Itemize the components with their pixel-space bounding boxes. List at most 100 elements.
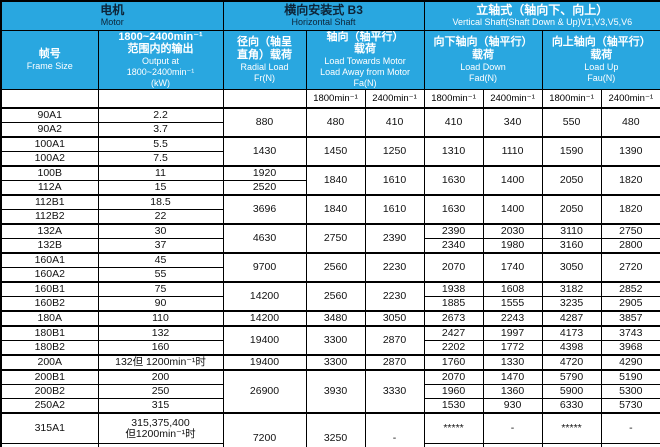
frame-size-cell: 200B1 <box>0 369 99 386</box>
fad-2400-cell: 1330 <box>482 354 543 371</box>
output-kw-cell: 75 <box>97 281 224 298</box>
spec-table-body: 90A1 2.2 880 480 410 410 340 550 480 90A2 3.7 100A1… <box>0 107 660 447</box>
fad-2400-cell: 2243 <box>482 310 543 327</box>
fad-1800-cell: 410 <box>423 107 484 138</box>
fau-2400-cell: - <box>600 442 660 447</box>
fad-1800-cell: 2390 <box>423 223 484 240</box>
header-radial-load-zh: 径向（轴呈 直角）载荷 <box>237 35 293 61</box>
frame-size-cell: 90A2 <box>0 122 99 138</box>
output-kw-cell: 15 <box>97 180 224 196</box>
radial-load-cell: 4630 <box>222 223 307 254</box>
fa-2400-cell: 2870 <box>364 354 425 371</box>
fau-2400-cell: 2750 <box>600 223 660 240</box>
fa-2400-cell: 3050 <box>364 310 425 327</box>
fau-1800-cell: 2050 <box>541 165 602 196</box>
header-axial-load-fa-zh: 轴向（轴平行） 载荷 <box>326 30 404 56</box>
fau-1800-cell: 4287 <box>541 310 602 327</box>
fau-2400-cell: 3968 <box>600 340 660 356</box>
output-kw-cell: 132 <box>97 325 224 342</box>
frame-size-cell: 315A <box>0 442 99 447</box>
fau-1800-cell: ***** <box>541 412 602 444</box>
output-kw-cell: 132但 1200min⁻¹时 <box>97 354 224 371</box>
header-output-en: Output at 1800~2400min⁻¹ (kW) <box>126 56 195 89</box>
fa-1800-cell: 3930 <box>305 369 366 414</box>
fad-1800-cell: 1960 <box>423 384 484 400</box>
fa-2400-cell: 2870 <box>364 325 425 356</box>
radial-load-cell: 2520 <box>222 180 307 196</box>
fad-2400-cell: 1555 <box>482 296 543 312</box>
fau-2400-cell: 5300 <box>600 384 660 400</box>
fau-1800-cell: 3235 <box>541 296 602 312</box>
header-output-zh: 1800~2400min⁻¹ 范围内的输出 <box>118 30 203 56</box>
fad-1800-cell: 2070 <box>423 369 484 386</box>
fad-2400-cell: 1400 <box>482 194 543 225</box>
fau-1800-cell: 3050 <box>541 252 602 283</box>
fau-2400-cell: 1820 <box>600 194 660 225</box>
output-kw-cell: 22 <box>97 209 224 225</box>
fau-1800-cell: 4398 <box>541 340 602 356</box>
fad-2400-cell: 930 <box>482 398 543 414</box>
fad-1800-cell: 1885 <box>423 296 484 312</box>
fau-2400-cell: 2852 <box>600 281 660 298</box>
fa-1800-cell: 1840 <box>305 194 366 225</box>
frame-size-cell: 100B <box>0 165 99 182</box>
header-motor-en: Motor <box>100 17 124 28</box>
fau-1800-cell: 2050 <box>541 194 602 225</box>
fad-1800-cell: 1530 <box>423 398 484 414</box>
output-kw-cell: 110 <box>97 310 224 327</box>
output-kw-cell: 200 <box>97 369 224 386</box>
fad-1800-cell: 2427 <box>423 325 484 342</box>
frame-size-cell: 100A1 <box>0 136 99 153</box>
frame-size-cell: 112B1 <box>0 194 99 211</box>
header-vertical-shaft: 立轴式（轴向下、向上） Vertical Shaft(Shaft Down & … <box>423 0 660 31</box>
frame-size-cell: 100A2 <box>0 151 99 167</box>
frame-size-cell: 112B2 <box>0 209 99 225</box>
fa-1800-cell: 3300 <box>305 354 366 371</box>
fad-2400-cell: 2030 <box>482 223 543 240</box>
radial-load-cell: 14200 <box>222 281 307 312</box>
header-load-up-fau-en: Load Up Fau(N) <box>584 61 619 83</box>
output-kw-cell: 315,375,400 但1200min⁻¹时 <box>97 412 224 444</box>
frame-size-cell: 180B1 <box>0 325 99 342</box>
fau-2400-cell: 1820 <box>600 165 660 196</box>
fad-2400-cell: 1980 <box>482 238 543 254</box>
fau-2400-cell: 2800 <box>600 238 660 254</box>
radial-load-cell: 7200 <box>222 412 307 447</box>
header-frame-size: 帧号 Frame Size <box>0 29 99 90</box>
header-radial-load-en: Radial Load Fr(N) <box>240 61 289 83</box>
output-kw-cell: 11 <box>97 165 224 182</box>
speed-header-fau-2400: 2400min⁻¹ <box>600 88 660 109</box>
frame-size-cell: 315A1 <box>0 412 99 444</box>
radial-load-cell: 26900 <box>222 369 307 414</box>
frame-size-cell: 160A1 <box>0 252 99 269</box>
table-header: 电机 Motor 横向安装式 B3 Horizontal Shaft 立轴式（轴… <box>0 0 660 109</box>
fa-1800-cell: 3480 <box>305 310 366 327</box>
fad-2400-cell: 1470 <box>482 369 543 386</box>
fau-1800-cell: ***** <box>541 442 602 447</box>
frame-size-cell: 180B2 <box>0 340 99 356</box>
fad-2400-cell: 1608 <box>482 281 543 298</box>
header-vertical-shaft-en: Vertical Shaft(Shaft Down & Up)V1,V3,V5,… <box>452 17 633 28</box>
fad-1800-cell: 1630 <box>423 194 484 225</box>
frame-size-cell: 160B2 <box>0 296 99 312</box>
output-kw-cell: 2.2 <box>97 107 224 124</box>
header-load-down-fad: 向下轴向（轴平行） 载荷 Load Down Fad(N) <box>423 29 543 90</box>
header-horizontal-shaft-zh: 横向安装式 B3 <box>284 3 363 18</box>
header-load-down-fad-zh: 向下轴向（轴平行） 载荷 <box>433 35 533 61</box>
fa-2400-cell: 2390 <box>364 223 425 254</box>
output-kw-cell: 160 <box>97 340 224 356</box>
speed-header-fa-2400: 2400min⁻¹ <box>364 88 425 109</box>
fa-1800-cell: 2560 <box>305 281 366 312</box>
fau-1800-cell: 4720 <box>541 354 602 371</box>
output-kw-cell: 250 <box>97 384 224 400</box>
fau-2400-cell: 2905 <box>600 296 660 312</box>
fad-1800-cell: ***** <box>423 442 484 447</box>
fau-2400-cell: 3743 <box>600 325 660 342</box>
fa-2400-cell: 410 <box>364 107 425 138</box>
header-motor: 电机 Motor <box>0 0 224 31</box>
frame-size-cell: 132B <box>0 238 99 254</box>
fad-1800-cell: 2673 <box>423 310 484 327</box>
radial-load-cell: 19400 <box>222 325 307 356</box>
speed-header-fau-1800: 1800min⁻¹ <box>541 88 602 109</box>
frame-size-cell: 132A <box>0 223 99 240</box>
